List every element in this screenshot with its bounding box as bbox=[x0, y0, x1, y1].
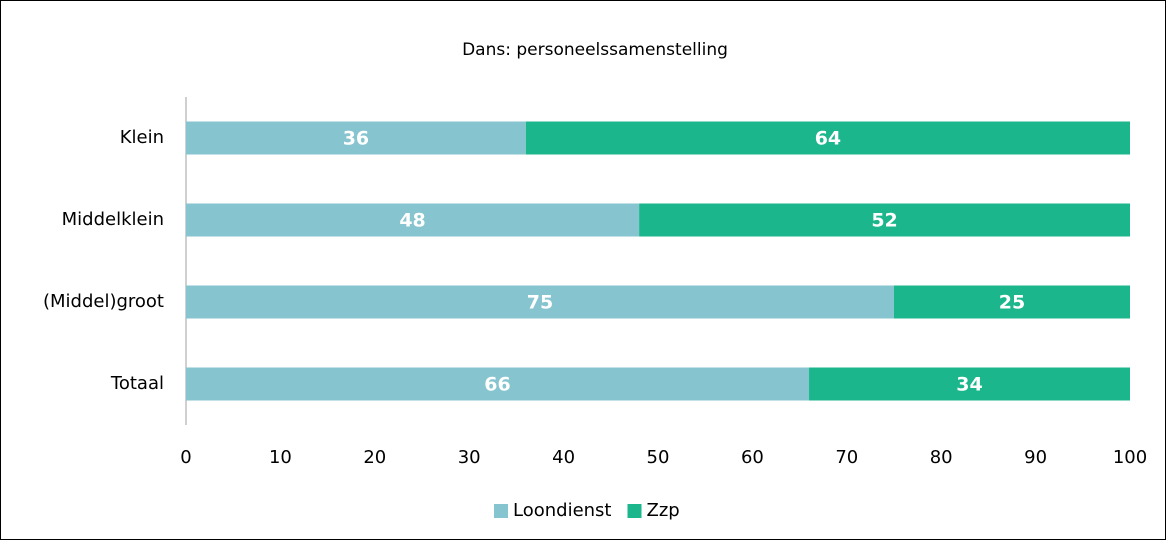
x-tick-label: 40 bbox=[552, 447, 575, 468]
value-label: 75 bbox=[527, 292, 553, 314]
value-label: 34 bbox=[956, 374, 982, 396]
y-tick-label: Totaal bbox=[110, 373, 164, 394]
bar-segment bbox=[525, 121, 1130, 155]
value-label: 36 bbox=[343, 128, 369, 150]
bar-segment bbox=[186, 203, 640, 237]
y-tick-label: Klein bbox=[120, 127, 164, 148]
x-tick-label: 0 bbox=[180, 447, 191, 468]
legend-label: Loondienst bbox=[513, 500, 612, 521]
bar-segment bbox=[809, 367, 1130, 401]
value-label: 66 bbox=[484, 374, 510, 396]
bar-segment bbox=[186, 285, 894, 319]
value-label: 52 bbox=[871, 210, 897, 232]
bar-segment bbox=[639, 203, 1130, 237]
value-label: 48 bbox=[399, 210, 425, 232]
y-tick-label: (Middel)groot bbox=[43, 291, 164, 312]
x-tick-label: 100 bbox=[1113, 447, 1147, 468]
x-tick-label: 20 bbox=[363, 447, 386, 468]
bar-segment bbox=[186, 121, 526, 155]
x-tick-label: 30 bbox=[458, 447, 481, 468]
x-tick-label: 90 bbox=[1024, 447, 1047, 468]
x-tick-label: 80 bbox=[930, 447, 953, 468]
legend-label: Zzp bbox=[647, 500, 680, 521]
value-label: 64 bbox=[815, 128, 841, 150]
chart-title: Dans: personeelssamenstelling bbox=[462, 40, 728, 60]
x-tick-label: 60 bbox=[741, 447, 764, 468]
legend-swatch bbox=[494, 504, 508, 518]
x-tick-label: 70 bbox=[835, 447, 858, 468]
value-label: 25 bbox=[999, 292, 1025, 314]
y-tick-label: Middelklein bbox=[62, 209, 164, 230]
x-tick-label: 50 bbox=[647, 447, 670, 468]
bar-segment bbox=[894, 285, 1130, 319]
x-tick-label: 10 bbox=[269, 447, 292, 468]
bar-segment bbox=[186, 367, 810, 401]
legend-swatch bbox=[627, 504, 642, 518]
